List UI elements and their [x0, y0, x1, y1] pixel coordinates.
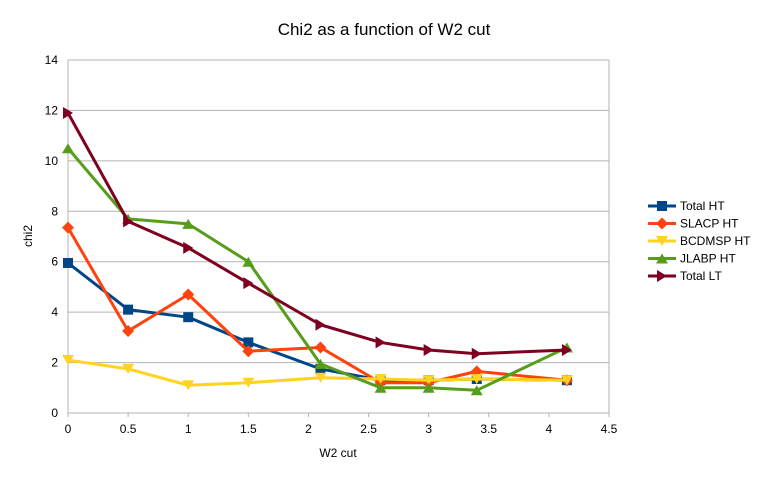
legend-label-0: Total HT — [680, 199, 725, 213]
series-4-point-7 — [471, 347, 482, 360]
series-3-point-6 — [422, 382, 435, 393]
series-3-point-4 — [314, 358, 327, 369]
series-4-point-6 — [423, 343, 434, 356]
x-tick-label-7: 3.5 — [480, 422, 497, 436]
series-2 — [62, 355, 573, 391]
x-tick-label-9: 4.5 — [601, 422, 618, 436]
x-tick-label-4: 2 — [305, 422, 312, 436]
series-0-point-0 — [63, 257, 73, 268]
legend-item-2: BCDMSP HT — [648, 234, 751, 248]
legend-item-4: Total LT — [648, 269, 722, 283]
series-2-point-6 — [422, 375, 435, 386]
x-tick-label-6: 3 — [425, 422, 432, 436]
legend-marker-0 — [657, 201, 667, 211]
series-2-point-2 — [182, 380, 195, 391]
tick-labels: 0 2 4 6 8 10 12 14 0 0.5 1 1.5 2 2.5 3 3.5 4 4.5 — [45, 53, 618, 436]
x-tick-label-0: 0 — [65, 422, 72, 436]
x-tick-label-1: 0.5 — [120, 422, 137, 436]
series-2-point-3 — [242, 377, 255, 388]
y-tick-label-3: 6 — [51, 255, 58, 269]
series-2-point-5 — [374, 373, 387, 384]
legend-marker-1 — [656, 217, 668, 230]
series-4-point-5 — [375, 336, 386, 349]
series-2-point-8 — [560, 375, 573, 386]
series-1-point-4 — [314, 341, 327, 354]
series-2-point-0 — [62, 355, 74, 366]
legend-marker-2 — [656, 236, 668, 246]
series-2-point-4 — [314, 372, 327, 383]
x-tick-label-2: 1 — [185, 422, 192, 436]
series-3-point-7 — [470, 385, 483, 396]
series-3-point-5 — [374, 382, 387, 393]
series-1-point-0 — [62, 221, 74, 234]
legend: Total HT SLACP HT BCDMSP HT JLABP HT Total L… — [648, 199, 751, 283]
axes — [67, 60, 610, 417]
legend-item-0: Total HT — [648, 199, 725, 213]
series-4-point-0 — [63, 106, 73, 119]
series-1-point-3 — [242, 345, 255, 358]
legend-item-3: JLABP HT — [648, 252, 736, 266]
y-tick-label-0: 0 — [51, 406, 58, 420]
series-3-point-0 — [62, 143, 74, 154]
series-4-point-8 — [561, 343, 572, 356]
series-0-point-2 — [183, 312, 194, 323]
series-3 — [62, 143, 573, 396]
series-2-point-7 — [470, 373, 483, 384]
legend-label-4: Total LT — [680, 269, 722, 283]
series-4-point-4 — [315, 318, 326, 331]
series-2-point-1 — [122, 363, 135, 374]
legend-item-1: SLACP HT — [648, 217, 739, 231]
series-0-point-4 — [315, 363, 326, 374]
legend-label-2: BCDMSP HT — [680, 234, 751, 248]
legend-marker-4 — [657, 270, 667, 282]
legend-label-3: JLABP HT — [680, 252, 736, 266]
series-0-point-1 — [123, 304, 134, 315]
y-tick-label-7: 14 — [45, 53, 59, 67]
legend-label-1: SLACP HT — [680, 217, 739, 231]
series-4 — [63, 106, 572, 360]
series-4-point-1 — [123, 215, 134, 228]
x-tick-label-5: 2.5 — [360, 422, 377, 436]
series-group — [62, 106, 573, 396]
y-tick-label-2: 4 — [51, 305, 58, 319]
series-3-point-2 — [182, 218, 195, 229]
x-tick-label-3: 1.5 — [240, 422, 257, 436]
y-axis-label: chi2 — [21, 225, 35, 247]
series-1 — [62, 221, 573, 389]
x-axis-label: W2 cut — [319, 446, 357, 460]
legend-marker-3 — [656, 253, 668, 264]
y-tick-label-5: 10 — [45, 154, 59, 168]
series-4-point-2 — [183, 241, 194, 254]
series-1-point-2 — [182, 288, 195, 301]
series-0-point-3 — [243, 337, 254, 348]
chart-title: Chi2 as a function of W2 cut — [278, 20, 491, 39]
series-3-point-3 — [242, 256, 255, 267]
x-tick-label-8: 4 — [546, 422, 553, 436]
y-tick-label-4: 8 — [51, 204, 58, 218]
series-1-point-1 — [122, 325, 135, 338]
series-line-4 — [66, 112, 567, 356]
grid-lines — [68, 59, 609, 414]
series-4-point-3 — [243, 277, 254, 290]
y-tick-label-6: 12 — [45, 103, 59, 117]
y-tick-label-1: 2 — [51, 356, 58, 370]
